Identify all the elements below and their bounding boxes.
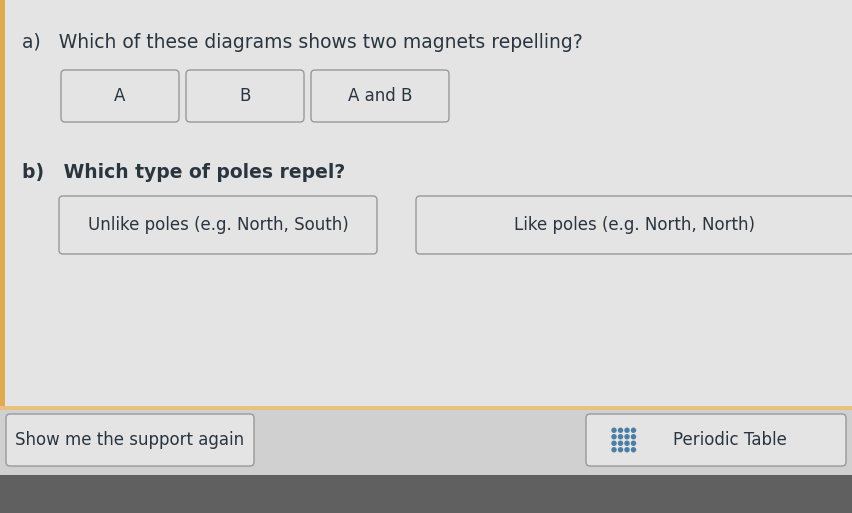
Text: Like poles (e.g. North, North): Like poles (e.g. North, North) xyxy=(514,216,755,234)
Circle shape xyxy=(618,448,622,452)
Text: Periodic Table: Periodic Table xyxy=(672,431,786,449)
Bar xyxy=(0,0,852,406)
Circle shape xyxy=(630,441,635,445)
Text: a)   Which of these diagrams shows two magnets repelling?: a) Which of these diagrams shows two mag… xyxy=(22,33,582,52)
FancyBboxPatch shape xyxy=(585,414,845,466)
Circle shape xyxy=(625,435,628,439)
Circle shape xyxy=(618,435,622,439)
FancyBboxPatch shape xyxy=(311,70,448,122)
Circle shape xyxy=(625,428,628,432)
FancyBboxPatch shape xyxy=(416,196,852,254)
Text: Unlike poles (e.g. North, South): Unlike poles (e.g. North, South) xyxy=(88,216,348,234)
Circle shape xyxy=(625,441,628,445)
Circle shape xyxy=(630,428,635,432)
Circle shape xyxy=(630,435,635,439)
Bar xyxy=(0,475,852,513)
Circle shape xyxy=(618,441,622,445)
Circle shape xyxy=(625,448,628,452)
FancyBboxPatch shape xyxy=(59,196,377,254)
Bar xyxy=(0,406,852,410)
Text: A: A xyxy=(114,87,125,105)
Circle shape xyxy=(611,435,615,439)
FancyBboxPatch shape xyxy=(61,70,179,122)
Bar xyxy=(0,408,852,475)
Circle shape xyxy=(611,441,615,445)
FancyBboxPatch shape xyxy=(186,70,303,122)
Circle shape xyxy=(630,448,635,452)
Circle shape xyxy=(611,448,615,452)
Text: b)   Which type of poles repel?: b) Which type of poles repel? xyxy=(22,164,345,183)
Text: Show me the support again: Show me the support again xyxy=(15,431,245,449)
Bar xyxy=(0,0,5,406)
Text: B: B xyxy=(239,87,250,105)
Text: A and B: A and B xyxy=(348,87,412,105)
Circle shape xyxy=(611,428,615,432)
Circle shape xyxy=(618,428,622,432)
FancyBboxPatch shape xyxy=(6,414,254,466)
